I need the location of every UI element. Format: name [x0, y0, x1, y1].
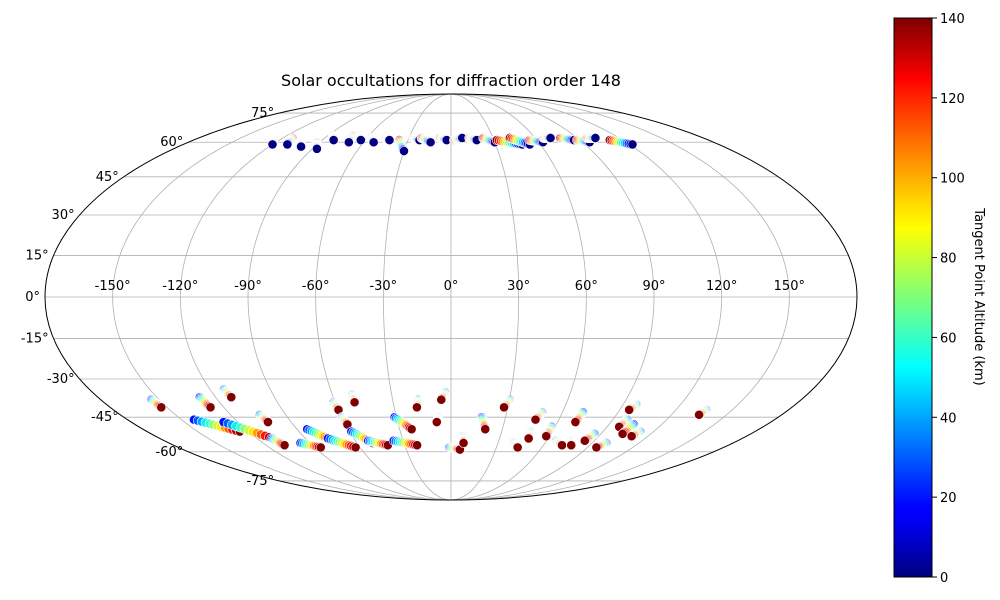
occultation-point — [523, 433, 534, 444]
occultation-point — [267, 139, 278, 150]
occultation-point — [557, 440, 567, 451]
lat-tick-label: 15° — [26, 248, 49, 263]
occultation-point — [627, 139, 638, 150]
occultation-point — [541, 431, 552, 442]
occultation-point — [626, 431, 637, 442]
colorbar-label: Tangent Point Altitude (km) — [971, 207, 986, 385]
latitude-tick-labels: 75° 60° 45° 30° 15° 0° -15° -30° -45° -60° -75° — [21, 106, 274, 489]
lon-tick-label: -30° — [369, 279, 397, 294]
occultation-point — [545, 133, 556, 143]
lat-tick-label: 0° — [25, 290, 40, 305]
occultation-points — [146, 130, 711, 455]
lat-tick-label: -15° — [21, 332, 49, 347]
lon-tick-label: 0° — [444, 279, 459, 294]
colorbar-tick-label: 40 — [940, 411, 957, 426]
occultation-point — [570, 417, 581, 427]
occultation-point — [412, 440, 422, 451]
occultation-point — [406, 424, 417, 435]
colorbar-ticks: 0 20 40 60 80 100 120 140 — [932, 12, 965, 586]
occultation-point — [328, 135, 339, 145]
occultation-point — [412, 402, 422, 413]
colorbar-gradient — [893, 17, 933, 578]
occultation-point — [263, 417, 273, 427]
colorbar-tick-label: 120 — [940, 92, 965, 107]
occultation-point — [343, 137, 354, 148]
occultation-point — [315, 442, 326, 453]
occultation-point — [512, 442, 523, 453]
occultation-point — [566, 440, 577, 451]
colorbar-tick-label: 80 — [940, 252, 957, 267]
occultation-point — [312, 143, 322, 154]
occultation-point — [617, 428, 628, 439]
lon-tick-label: 60° — [575, 279, 598, 294]
occultation-point — [226, 392, 237, 403]
globe-outline — [44, 93, 858, 501]
colorbar-tick-label: 140 — [940, 12, 965, 27]
lon-tick-label: 30° — [507, 279, 530, 294]
colorbar-tick-label: 20 — [940, 491, 957, 506]
occultation-point — [458, 438, 469, 448]
occultation-point — [694, 409, 704, 420]
occultation-point — [368, 137, 379, 148]
lon-tick-label: -120° — [162, 279, 198, 294]
occultation-point — [349, 397, 360, 408]
chart-title: Solar occultations for diffraction order… — [281, 71, 621, 90]
occultation-point — [499, 402, 509, 413]
lat-tick-label: -45° — [91, 410, 119, 425]
occultation-point — [205, 402, 216, 413]
colorbar-tick-label: 0 — [940, 571, 948, 586]
graticule — [45, 94, 857, 500]
occultation-point — [282, 139, 293, 150]
occultation-point — [425, 137, 436, 148]
occultation-point — [355, 135, 366, 145]
occultation-point — [480, 424, 491, 435]
occultation-point — [384, 135, 395, 145]
occultation-point — [436, 394, 447, 405]
lat-tick-label: -60° — [156, 445, 184, 460]
occultation-point — [579, 435, 590, 446]
occultation-point — [590, 133, 601, 143]
lon-tick-label: -150° — [95, 279, 131, 294]
occultation-point — [279, 440, 290, 451]
occultation-point — [624, 404, 635, 415]
lat-tick-label: 30° — [52, 208, 75, 223]
occultation-point — [591, 442, 602, 453]
lat-tick-label: 45° — [96, 170, 119, 185]
colorbar: 0 20 40 60 80 100 120 140 Tangent Point Altitud… — [893, 12, 986, 586]
occultation-point — [350, 442, 361, 453]
longitude-tick-labels: -150° -120° -90° -60° -30° 0° 30° 60° 90° 120° 150… — [95, 279, 805, 294]
occultation-point — [156, 402, 167, 413]
meridian-line — [450, 94, 790, 500]
lon-tick-label: 90° — [642, 279, 665, 294]
occultation-point — [296, 141, 306, 152]
meridian-line — [112, 94, 452, 500]
lat-tick-label: 75° — [251, 106, 274, 121]
colorbar-tick-label: 60 — [940, 331, 957, 346]
colorbar-tick-label: 100 — [940, 172, 965, 187]
lat-tick-label: 60° — [160, 135, 183, 150]
lon-tick-label: -60° — [302, 279, 330, 294]
occultation-point — [399, 146, 409, 156]
occultation-point — [530, 414, 541, 425]
lat-tick-label: -30° — [47, 372, 75, 387]
lon-tick-label: -90° — [234, 279, 262, 294]
meridian-line — [382, 94, 452, 500]
occultation-point — [431, 417, 442, 427]
lon-tick-label: 150° — [774, 279, 805, 294]
lon-tick-label: 120° — [706, 279, 737, 294]
lat-tick-label: -75° — [246, 474, 274, 489]
